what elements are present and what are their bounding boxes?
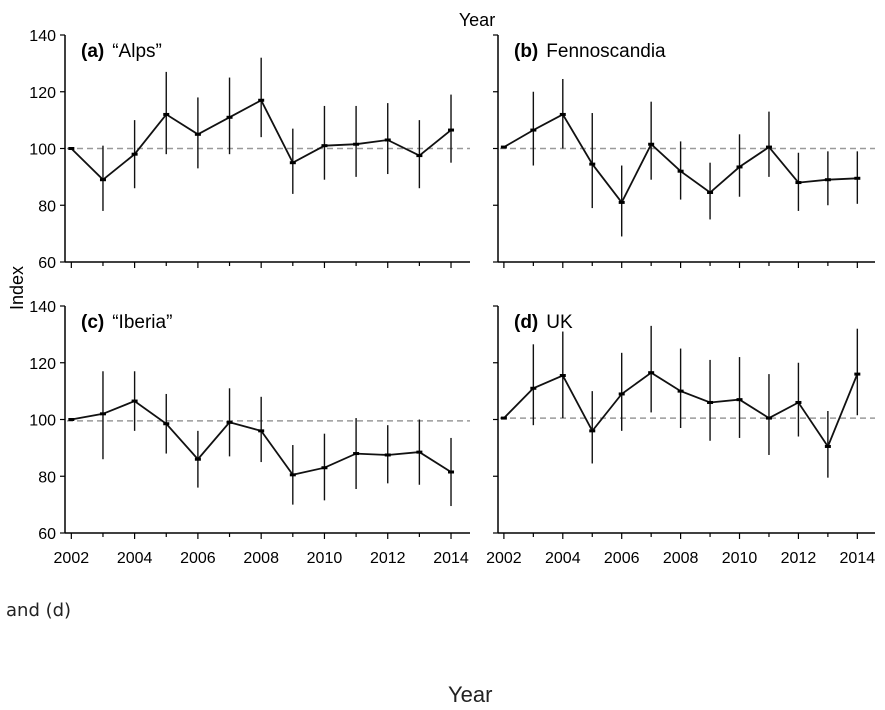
data-point [68,147,75,150]
x-tick-label: 2004 [545,550,581,567]
data-point [618,200,625,204]
data-point [707,400,714,404]
y-tick-label: 140 [29,28,56,45]
data-point [321,466,328,470]
panel-title: Fennoscandia [546,41,666,62]
x-tick-label: 2004 [117,550,153,567]
y-tick-label: 120 [29,356,56,373]
data-point [589,162,596,166]
data-point [589,429,596,433]
y-tick-label: 80 [38,469,56,486]
data-point [648,371,655,375]
y-tick-label: 100 [29,142,56,159]
data-point [854,372,861,376]
y-tick-label: 100 [29,413,56,430]
data-point [648,142,655,146]
data-point [736,398,743,402]
data-point [353,142,360,146]
panel-label: (d) UK [514,312,573,333]
x-tick-label: 2002 [486,550,522,567]
data-point [258,429,265,433]
panel-label: (c) “Iberia” [81,312,172,333]
panel-letter: (d) [514,312,538,333]
chart-panel-1: (b) Fennoscandia [493,34,875,268]
chart-panel-2: 60 80 100 120 140 2002 2004 2006 2008 2010 2012 201… [29,299,470,567]
y-axis-label: Index [7,266,27,310]
data-point [530,128,537,132]
panel-title: UK [546,312,573,333]
data-point [824,444,831,448]
y-tick-label: 140 [29,299,56,316]
x-tick-label: 2014 [433,550,469,567]
y-tick-label: 80 [38,198,56,215]
data-point [289,161,296,165]
x-tick-label: 2012 [781,550,817,567]
data-point [854,176,861,180]
panel-title: “Iberia” [112,312,172,333]
data-point [795,400,802,404]
data-point [99,178,106,182]
panel-label: (b) Fennoscandia [514,41,666,62]
caption-fragment: and (d) [6,600,72,621]
data-point [226,420,233,424]
data-point [736,165,743,169]
data-point [416,154,423,158]
data-point [131,152,138,156]
data-point [258,98,265,102]
data-point [559,374,566,378]
data-point [559,112,566,116]
x-tick-label: 2008 [663,550,699,567]
data-point [824,178,831,182]
x-tick-label: 2010 [307,550,343,567]
data-point [226,115,233,119]
data-point [448,128,455,132]
data-point [765,416,772,420]
data-point [163,422,170,426]
index-figure: Year Index 60 80 100 120 140 (a) “Alps” (b) Fenn… [7,10,876,567]
data-point [99,412,106,416]
chart-panel-0: 60 80 100 120 140 (a) “Alps” [29,28,470,272]
data-point [707,190,714,194]
panel-letter: (b) [514,41,538,62]
data-point [163,112,170,116]
chart-panel-3: 2002 2004 2006 2008 2010 2012 2014 (d) UK [486,305,876,567]
bottom-x-axis-label: Year [448,682,493,707]
panel-letter: (c) [81,312,104,333]
data-point [289,473,296,477]
data-point [384,453,391,457]
panel-letter: (a) [81,41,104,62]
y-tick-label: 60 [38,526,56,543]
data-point [618,392,625,396]
y-tick-label: 120 [29,85,56,102]
panel-title: “Alps” [112,41,162,62]
x-tick-label: 2006 [180,550,216,567]
x-tick-label: 2014 [840,550,876,567]
x-tick-label: 2010 [722,550,758,567]
data-point [765,145,772,149]
data-point [68,418,75,421]
panel-label: (a) “Alps” [81,41,162,62]
data-point [384,138,391,142]
data-point [353,452,360,456]
data-point [194,132,201,136]
y-tick-label: 60 [38,255,56,272]
data-point [131,399,138,403]
data-point [795,181,802,185]
data-point [677,389,684,393]
x-tick-label: 2006 [604,550,640,567]
x-tick-label: 2002 [54,550,90,567]
data-point [321,144,328,148]
data-point [500,416,507,420]
data-point [530,386,537,390]
data-point [500,145,507,149]
data-point [448,470,455,474]
x-tick-label: 2008 [243,550,279,567]
data-point [194,457,201,461]
x-tick-label: 2012 [370,550,406,567]
data-point [416,450,423,454]
data-point [677,169,684,173]
top-year-label: Year [459,10,495,30]
